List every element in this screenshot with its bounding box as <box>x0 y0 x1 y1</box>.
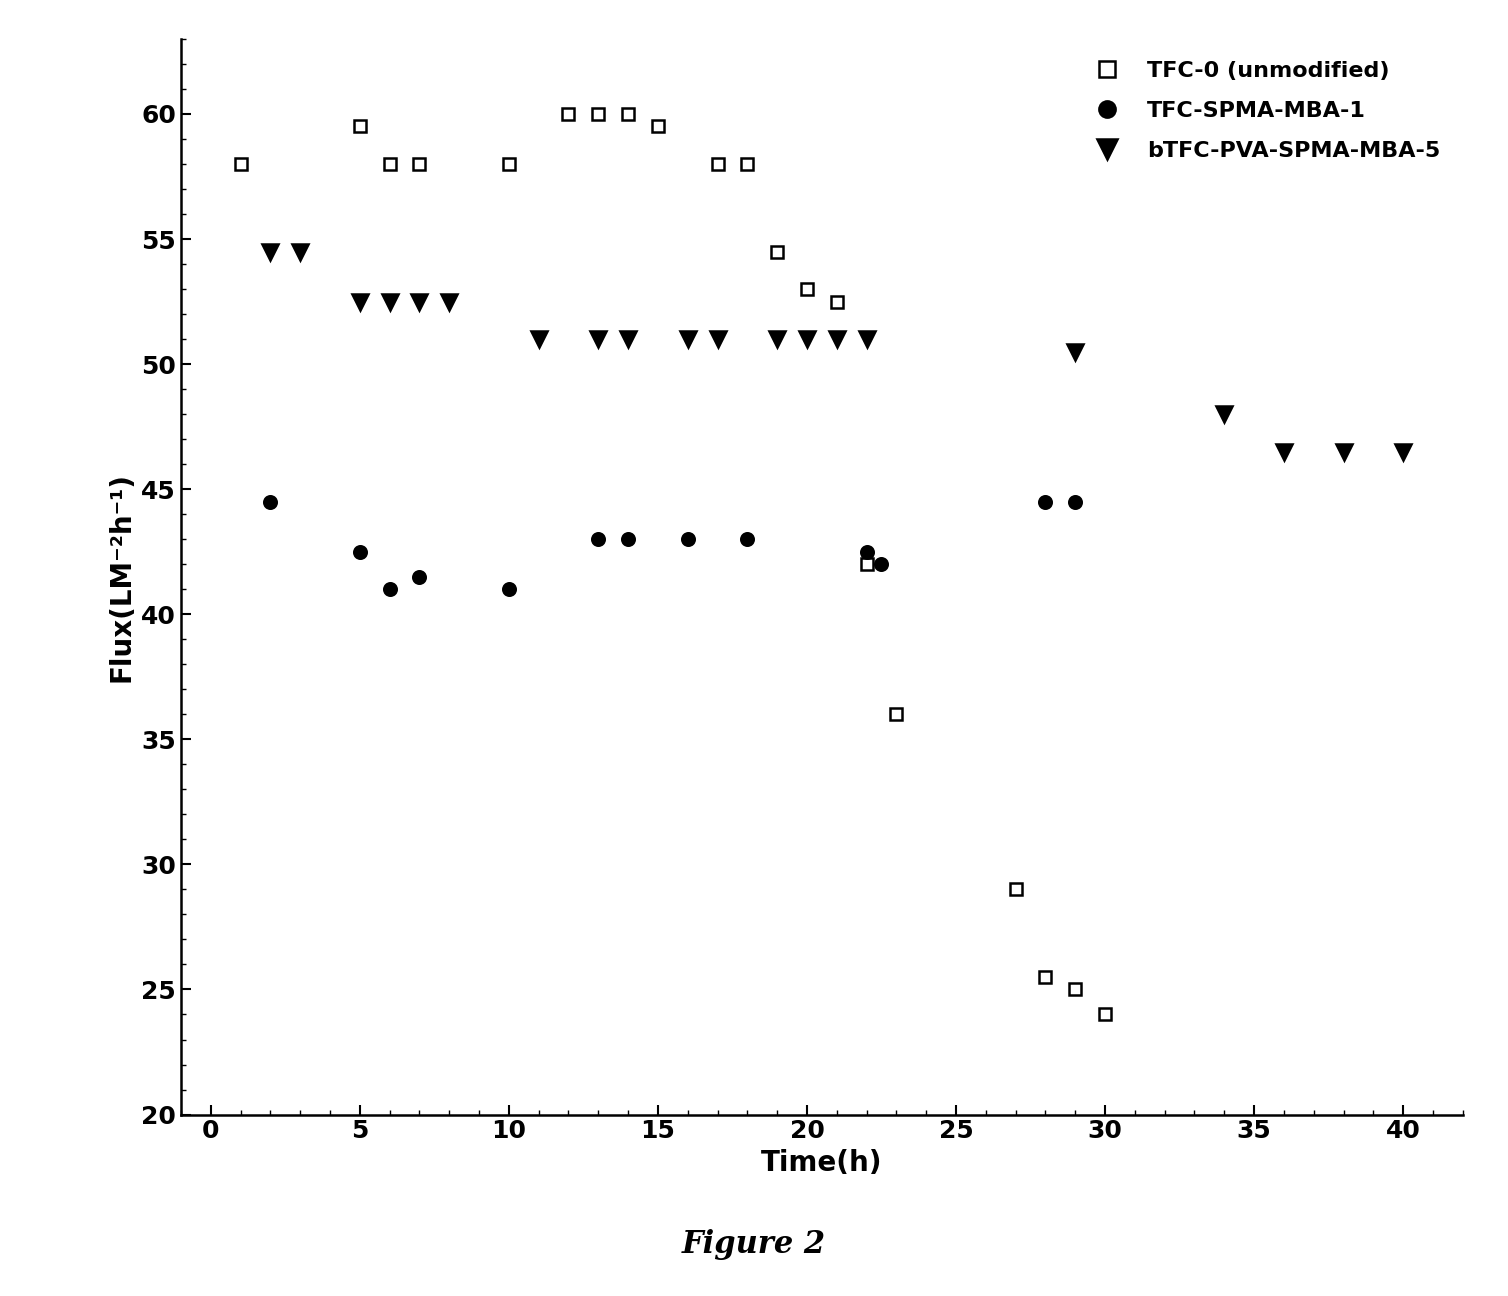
TFC-SPMA-MBA-1 <box>351 544 369 560</box>
bTFC-PVA-SPMA-MBA-5 <box>440 294 458 310</box>
TFC-0 (unmodified) <box>648 119 667 135</box>
bTFC-PVA-SPMA-MBA-5 <box>709 332 727 347</box>
Y-axis label: Flux(LM⁻²h⁻¹): Flux(LM⁻²h⁻¹) <box>107 472 136 682</box>
TFC-SPMA-MBA-1 <box>739 531 757 547</box>
Text: Figure 2: Figure 2 <box>682 1229 826 1260</box>
Line: bTFC-PVA-SPMA-MBA-5: bTFC-PVA-SPMA-MBA-5 <box>262 244 1411 459</box>
bTFC-PVA-SPMA-MBA-5 <box>291 244 309 259</box>
bTFC-PVA-SPMA-MBA-5 <box>1066 343 1084 359</box>
bTFC-PVA-SPMA-MBA-5 <box>1335 443 1353 459</box>
TFC-0 (unmodified) <box>858 556 876 572</box>
TFC-0 (unmodified) <box>1006 881 1024 897</box>
bTFC-PVA-SPMA-MBA-5 <box>798 332 816 347</box>
bTFC-PVA-SPMA-MBA-5 <box>828 332 846 347</box>
TFC-0 (unmodified) <box>1066 981 1084 997</box>
TFC-0 (unmodified) <box>1096 1007 1114 1023</box>
TFC-0 (unmodified) <box>1036 969 1054 985</box>
Line: TFC-0 (unmodified): TFC-0 (unmodified) <box>234 108 1111 1021</box>
TFC-0 (unmodified) <box>499 157 517 172</box>
bTFC-PVA-SPMA-MBA-5 <box>1215 407 1234 422</box>
bTFC-PVA-SPMA-MBA-5 <box>1393 443 1411 459</box>
TFC-0 (unmodified) <box>768 244 786 259</box>
bTFC-PVA-SPMA-MBA-5 <box>261 244 279 259</box>
bTFC-PVA-SPMA-MBA-5 <box>351 294 369 310</box>
Line: TFC-SPMA-MBA-1: TFC-SPMA-MBA-1 <box>264 495 1081 595</box>
bTFC-PVA-SPMA-MBA-5 <box>620 332 638 347</box>
TFC-SPMA-MBA-1 <box>499 582 517 597</box>
TFC-0 (unmodified) <box>620 106 638 122</box>
bTFC-PVA-SPMA-MBA-5 <box>529 332 547 347</box>
TFC-0 (unmodified) <box>590 106 608 122</box>
TFC-0 (unmodified) <box>709 157 727 172</box>
TFC-SPMA-MBA-1 <box>590 531 608 547</box>
TFC-SPMA-MBA-1 <box>380 582 398 597</box>
TFC-SPMA-MBA-1 <box>873 556 891 572</box>
bTFC-PVA-SPMA-MBA-5 <box>380 294 398 310</box>
TFC-0 (unmodified) <box>739 157 757 172</box>
TFC-0 (unmodified) <box>410 157 428 172</box>
TFC-SPMA-MBA-1 <box>261 494 279 509</box>
TFC-0 (unmodified) <box>559 106 578 122</box>
bTFC-PVA-SPMA-MBA-5 <box>858 332 876 347</box>
TFC-SPMA-MBA-1 <box>1036 494 1054 509</box>
bTFC-PVA-SPMA-MBA-5 <box>410 294 428 310</box>
TFC-SPMA-MBA-1 <box>410 569 428 584</box>
TFC-0 (unmodified) <box>828 294 846 310</box>
TFC-SPMA-MBA-1 <box>679 531 697 547</box>
bTFC-PVA-SPMA-MBA-5 <box>590 332 608 347</box>
bTFC-PVA-SPMA-MBA-5 <box>768 332 786 347</box>
TFC-SPMA-MBA-1 <box>620 531 638 547</box>
X-axis label: Time(h): Time(h) <box>762 1150 882 1177</box>
Legend: TFC-0 (unmodified), TFC-SPMA-MBA-1, bTFC-PVA-SPMA-MBA-5: TFC-0 (unmodified), TFC-SPMA-MBA-1, bTFC… <box>1074 51 1452 172</box>
TFC-0 (unmodified) <box>380 157 398 172</box>
TFC-0 (unmodified) <box>232 157 250 172</box>
TFC-SPMA-MBA-1 <box>1066 494 1084 509</box>
TFC-0 (unmodified) <box>351 119 369 135</box>
TFC-0 (unmodified) <box>887 706 905 722</box>
TFC-SPMA-MBA-1 <box>858 544 876 560</box>
bTFC-PVA-SPMA-MBA-5 <box>679 332 697 347</box>
bTFC-PVA-SPMA-MBA-5 <box>1274 443 1292 459</box>
TFC-0 (unmodified) <box>798 281 816 297</box>
